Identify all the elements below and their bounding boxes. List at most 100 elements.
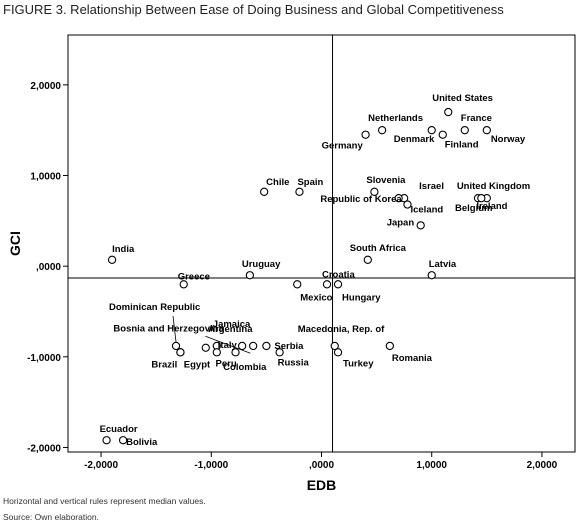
- point-label-jamaica: Jamaica: [213, 319, 251, 330]
- point-label-ecuador: Ecuador: [100, 424, 138, 435]
- point-denmark: [427, 126, 436, 135]
- point-germany: [361, 130, 370, 139]
- point-label-dominican-republic: Dominican Republic: [109, 302, 200, 313]
- source-note: Source: Own elaboration.: [3, 512, 99, 522]
- y-tick-label: -1,0000: [27, 353, 61, 364]
- point-japan: [416, 221, 425, 230]
- point-label-bosnia-and-herzegovina: Bosnia and Herzegovina: [113, 323, 224, 334]
- point-label-russia: Russia: [278, 357, 310, 368]
- point-croatia: [322, 280, 332, 289]
- x-axis-title: EDB: [307, 477, 337, 493]
- point-label-united-states: United States: [432, 93, 493, 104]
- plot-border: [67, 34, 576, 453]
- point-label-denmark: Denmark: [394, 134, 435, 145]
- point-finland: [438, 130, 447, 139]
- point-chile: [260, 187, 269, 196]
- point-egypt: [212, 348, 221, 357]
- y-axis: -2,0000 -1,0000 ,0000 1,0000 2,0000: [27, 81, 68, 454]
- point-label-united-kingdom: United Kingdom: [457, 181, 530, 192]
- point-label-egypt: Egypt: [184, 359, 211, 370]
- point-label-serbia: Serbia: [274, 341, 304, 352]
- point-label-bolivia: Bolivia: [126, 437, 158, 448]
- point-iceland: [403, 200, 412, 209]
- point-label-uruguay: Uruguay: [242, 259, 281, 270]
- y-tick-label: -2,0000: [27, 443, 61, 454]
- point-spain: [295, 187, 304, 196]
- point-label-norway: Norway: [491, 134, 526, 145]
- point-label-italy: Italy: [218, 340, 238, 351]
- point-label-japan: Japan: [387, 217, 415, 228]
- point-greece: [179, 280, 188, 289]
- point-label-hungary: Hungary: [342, 292, 381, 303]
- point-argentina: [237, 341, 247, 351]
- x-tick-label: ,0000: [309, 460, 334, 471]
- median-note: Horizontal and vertical rules represent …: [3, 496, 206, 506]
- point-label-croatia: Croatia: [322, 269, 355, 280]
- x-tick-label: -2,0000: [84, 460, 118, 471]
- point-label-france: France: [461, 113, 492, 124]
- leader-bosnia: [205, 335, 251, 354]
- point-label-mexico: Mexico: [300, 292, 332, 303]
- point-label-slovenia: Slovenia: [366, 175, 406, 186]
- y-tick-label: ,0000: [36, 262, 61, 273]
- median-lines: [68, 35, 575, 452]
- x-tick-label: -1,0000: [194, 460, 228, 471]
- point-italy: [201, 343, 210, 352]
- x-tick-label: 1,0000: [416, 460, 447, 471]
- point-mexico: [293, 280, 302, 289]
- point-label-republic-of-korea: Republic of Korea: [320, 194, 402, 205]
- point-south-africa: [363, 255, 372, 264]
- point-peru: [231, 348, 240, 357]
- point-label-argentina: Argentina: [208, 324, 253, 335]
- point-hungary: [333, 280, 343, 289]
- y-tick-label: 1,0000: [30, 172, 61, 183]
- point-label-chile: Chile: [266, 177, 289, 188]
- leader-dominican-republic: [172, 315, 177, 342]
- point-label-belgium: Belgium: [455, 203, 492, 214]
- point-brazil: [176, 348, 185, 357]
- point-india: [107, 255, 117, 264]
- point-turkey: [333, 348, 343, 357]
- point-colombia: [249, 341, 258, 351]
- point-label-latvia: Latvia: [429, 259, 457, 270]
- point-ecuador: [102, 436, 111, 445]
- point-slovenia: [370, 187, 379, 196]
- point-dominican-republic: [171, 341, 181, 351]
- y-tick-label: 2,0000: [30, 81, 61, 92]
- x-tick-label: 2,0000: [527, 460, 558, 471]
- point-label-peru: Peru: [216, 358, 237, 369]
- point-latvia: [427, 271, 436, 280]
- point-label-macedonia-rep-of: Macedonia, Rep. of: [298, 324, 385, 335]
- point-label-romania: Romania: [392, 353, 433, 364]
- point-label-greece: Greece: [178, 271, 210, 282]
- point-label-iceland: Iceland: [410, 205, 443, 216]
- point-romania: [385, 341, 394, 351]
- point-republic-of-korea: [394, 194, 403, 203]
- point-labels: United States Netherlands France Norway Denm…: [100, 93, 531, 448]
- point-bolivia: [118, 436, 128, 445]
- point-serbia: [262, 341, 271, 351]
- x-axis: -2,0000 -1,0000 ,0000 1,0000 2,0000: [84, 452, 558, 471]
- leader-lines: [172, 315, 251, 354]
- figure-title: FIGURE 3. Relationship Between Ease of D…: [3, 2, 504, 17]
- point-label-turkey: Turkey: [343, 358, 374, 369]
- point-label-brazil: Brazil: [151, 359, 177, 370]
- point-ireland: [477, 194, 486, 203]
- point-macedonia-rep-of: [330, 341, 339, 351]
- point-netherlands: [377, 126, 387, 135]
- y-axis-title: GCI: [7, 231, 23, 256]
- point-label-germany: Germany: [322, 141, 364, 152]
- point-label-finland: Finland: [445, 140, 479, 151]
- point-label-israel: Israel: [419, 181, 444, 192]
- point-label-india: India: [112, 244, 135, 255]
- point-label-netherlands: Netherlands: [368, 113, 423, 124]
- point-label-spain: Spain: [297, 177, 323, 188]
- plot-frame: [67, 34, 576, 453]
- data-points: [102, 107, 491, 445]
- point-label-colombia: Colombia: [223, 362, 267, 373]
- point-norway: [482, 126, 491, 135]
- point-label-south-africa: South Africa: [350, 243, 407, 254]
- point-label-ireland: Ireland: [476, 201, 507, 212]
- point-france: [460, 126, 469, 135]
